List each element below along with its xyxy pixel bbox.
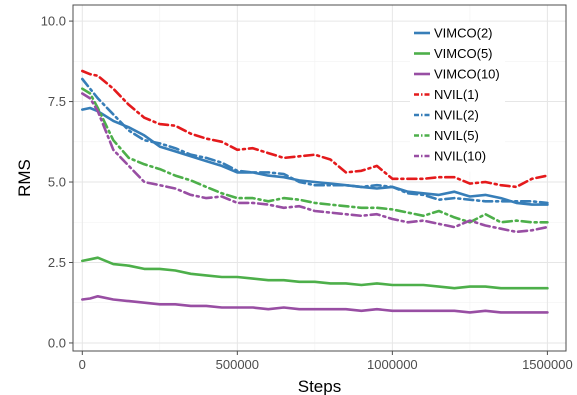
plot-frame bbox=[72, 4, 567, 352]
y-axis-title: RMS bbox=[15, 159, 34, 197]
series-line-1 bbox=[81, 256, 549, 290]
y-tick-label: 7.5 bbox=[48, 94, 66, 109]
legend-label-2: VIMCO(10) bbox=[434, 67, 500, 82]
y-tick-label: 2.5 bbox=[48, 255, 66, 270]
series-line-4 bbox=[81, 77, 549, 205]
y-tick-label: 10.0 bbox=[41, 14, 66, 29]
legend-label-1: VIMCO(5) bbox=[434, 46, 493, 61]
series-line-6 bbox=[81, 92, 549, 234]
legend-label-4: NVIL(2) bbox=[434, 108, 479, 123]
x-tick-label: 1000000 bbox=[367, 357, 418, 372]
legend-label-3: NVIL(1) bbox=[434, 87, 479, 102]
series-line-0 bbox=[81, 106, 549, 206]
legend: VIMCO(2) VIMCO(5) VIMCO(10) NVIL(1) NVIL(2) N… bbox=[410, 22, 505, 172]
series-line-2 bbox=[81, 294, 549, 314]
axis-tick-labels: 0 500000 1000000 1500000 0.0 2.5 5.0 7.5 10.0 bbox=[41, 14, 573, 372]
x-tick-label: 500000 bbox=[216, 357, 259, 372]
legend-label-6: NVIL(10) bbox=[434, 149, 486, 164]
x-axis-title: Steps bbox=[298, 377, 341, 395]
y-tick-label: 5.0 bbox=[48, 175, 66, 190]
legend-label-0: VIMCO(2) bbox=[434, 26, 493, 41]
legend-label-5: NVIL(5) bbox=[434, 128, 479, 143]
series-line-5 bbox=[81, 87, 549, 224]
series-layer bbox=[81, 69, 549, 314]
legend-background bbox=[410, 22, 505, 172]
x-tick-label: 1500000 bbox=[522, 357, 573, 372]
x-tick-label: 0 bbox=[79, 357, 86, 372]
y-tick-label: 0.0 bbox=[48, 335, 66, 350]
axis-ticks bbox=[69, 20, 548, 355]
series-line-3 bbox=[81, 69, 549, 189]
